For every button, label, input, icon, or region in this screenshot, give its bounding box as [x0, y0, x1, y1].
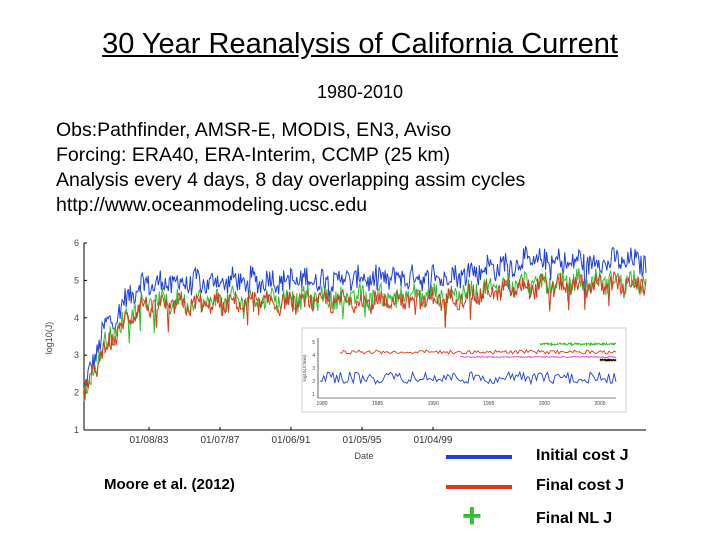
- inset-line-black: [599, 357, 617, 363]
- y-tick-label: 6: [74, 238, 79, 248]
- inset-y-tick-label: 4: [312, 353, 315, 359]
- inset-background: [301, 327, 627, 413]
- y-tick-label: 5: [74, 275, 79, 285]
- inset-y-tick-label: 1: [312, 392, 315, 398]
- inset-line-magenta: [459, 355, 617, 359]
- inset-line-red: [339, 349, 617, 355]
- legend-item-nl: + Final NL J: [440, 499, 700, 535]
- series-line-final: [83, 271, 647, 401]
- inset-y-tick-label: 5: [312, 340, 315, 346]
- y-axis-label: log10(J): [44, 322, 54, 355]
- y-tick-label: 2: [74, 388, 79, 398]
- y-tick-label: 1: [74, 425, 79, 435]
- legend-plus-icon: +: [462, 497, 482, 535]
- info-lines: Obs:Pathfinder, AMSR-E, MODIS, EN3, Avis…: [56, 118, 525, 218]
- inset-line-blue: [319, 370, 617, 386]
- x-tick-label: 01/07/87: [200, 435, 239, 446]
- inset-x-tick-label: 2005: [594, 401, 605, 407]
- inset-x-tick-label: 1980: [316, 401, 327, 407]
- inset-y-tick-label: 2: [312, 379, 315, 385]
- inset-y-axis-label: log10(J/Jmin): [302, 354, 307, 382]
- y-tick-label: 3: [74, 350, 79, 360]
- inset-x-tick-label: 1995: [483, 401, 494, 407]
- legend-label-initial: Initial cost J: [536, 447, 629, 464]
- inset-x-tick-label: 1985: [372, 401, 383, 407]
- info-line-forcing: Forcing: ERA40, ERA-Interim, CCMP (25 km…: [56, 144, 451, 166]
- inset-x-tick-label: 1990: [428, 401, 439, 407]
- x-tick-label: 01/06/91: [272, 435, 311, 446]
- slide-subtitle: 1980-2010: [316, 82, 404, 102]
- legend-item-initial: Initial cost J: [440, 442, 700, 472]
- slide-title: 30 Year Reanalysis of California Current: [102, 28, 618, 60]
- inset-x-tick-label: 2000: [539, 401, 550, 407]
- x-axis-label: Date: [354, 451, 373, 461]
- legend-item-final: Final cost J: [440, 472, 700, 502]
- series-line-initial: [83, 245, 647, 390]
- info-line-url: http://www.oceanmodeling.ucsc.edu: [56, 194, 368, 216]
- inset-line-green: [539, 341, 617, 347]
- legend-swatch-initial: [446, 455, 512, 459]
- info-line-analysis: Analysis every 4 days, 8 day overlapping…: [56, 169, 526, 191]
- legend-swatch-final: [446, 485, 512, 489]
- y-tick-label: 4: [74, 313, 79, 323]
- main-chart-axes: 1 2 3 4 5 6 log10(J) 01/08/83 01/07/87 01/06/91 01…: [44, 238, 646, 461]
- legend-label-nl: Final NL J: [536, 510, 613, 527]
- info-line-obs: Obs:Pathfinder, AMSR-E, MODIS, EN3, Avis…: [56, 119, 452, 141]
- citation: Moore et al. (2012): [104, 476, 235, 493]
- inset-y-tick-label: 3: [312, 366, 315, 372]
- x-tick-label: 01/04/99: [414, 435, 453, 446]
- main-chart-series: [83, 245, 647, 402]
- x-tick-label: 01/05/95: [343, 435, 382, 446]
- x-tick-label: 01/08/83: [129, 435, 168, 446]
- legend-label-final: Final cost J: [536, 477, 625, 494]
